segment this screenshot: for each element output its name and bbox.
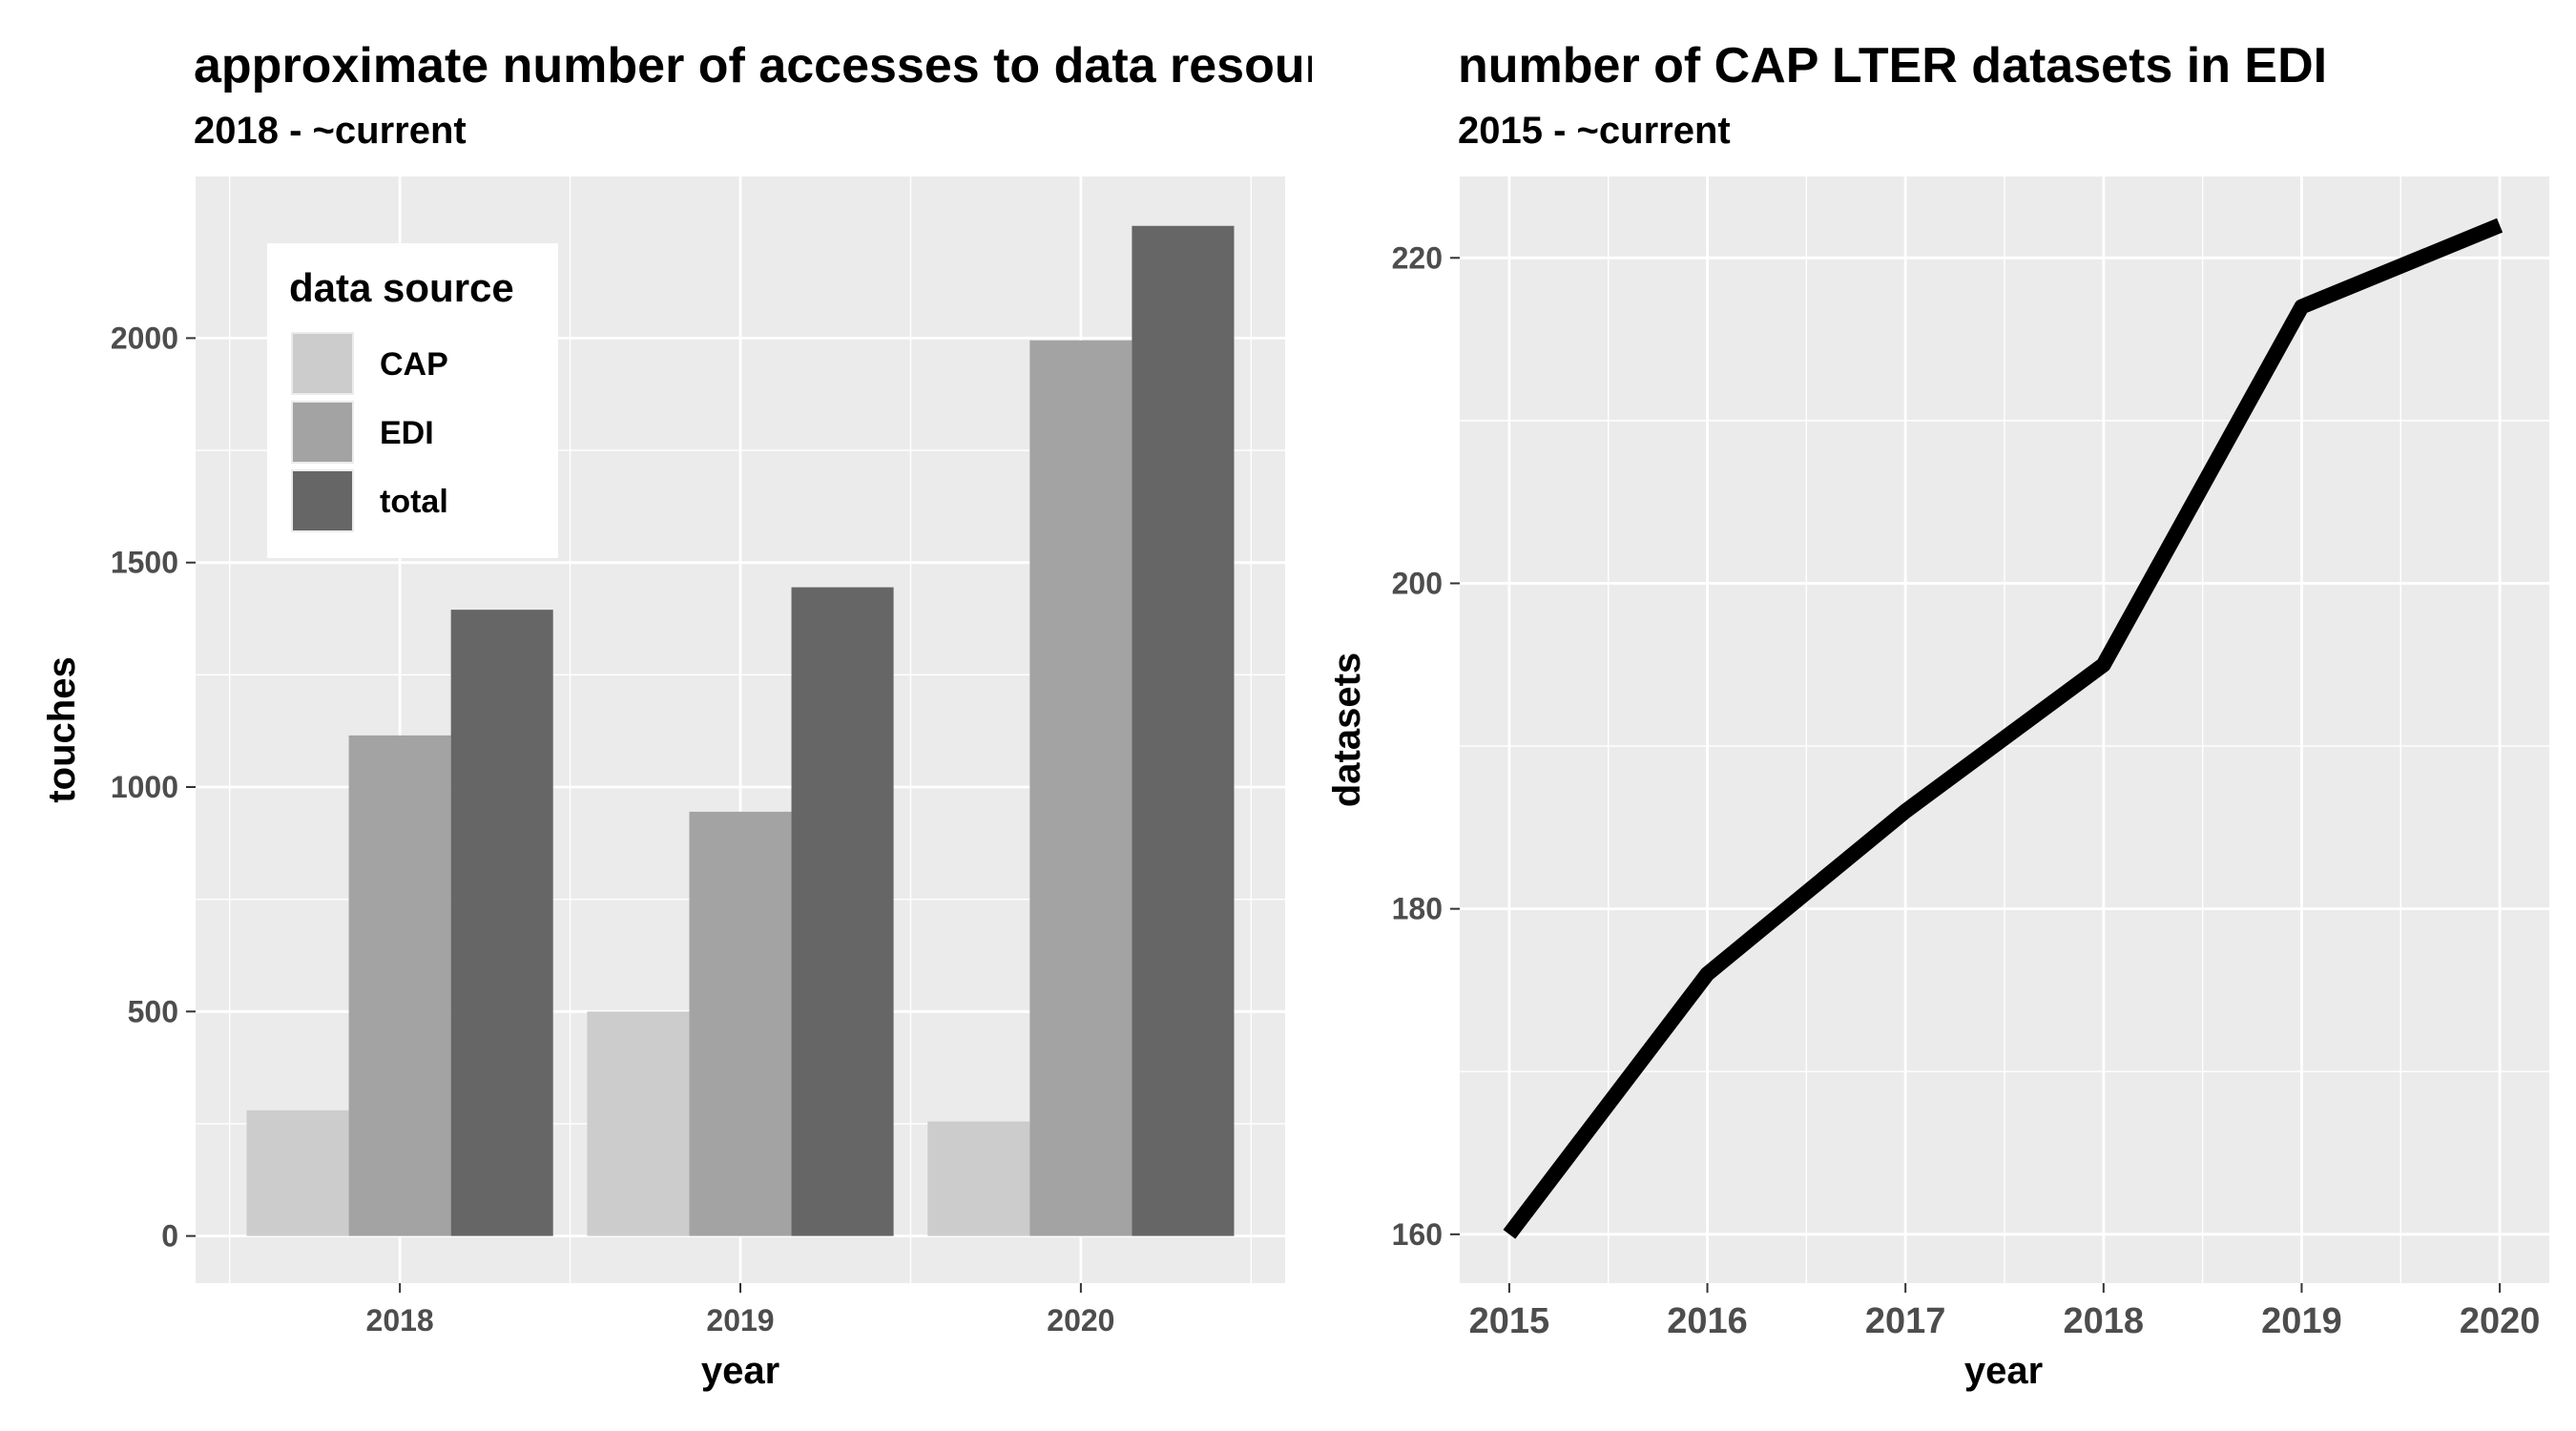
legend-label-total: total	[380, 484, 448, 520]
legend-swatch-CAP	[293, 334, 352, 393]
line-x-axis-label: year	[1964, 1350, 2043, 1392]
line-series-0	[1503, 218, 2503, 1239]
bar-x-tick-label: 2020	[1047, 1303, 1114, 1338]
bar-EDI-2020	[1029, 340, 1132, 1236]
bar-x-tick-label: 2018	[366, 1303, 434, 1338]
line-x-tick-label: 2020	[2460, 1301, 2541, 1341]
bar-CAP-2019	[587, 1011, 690, 1236]
line-chart-title: number of CAP LTER datasets in EDI	[1458, 38, 2327, 93]
bar-y-tick-label: 2000	[111, 321, 178, 355]
bar-x-axis: 2018 2019 2020	[366, 1283, 1114, 1338]
legend-title: data source	[289, 265, 514, 310]
line-y-axis: 160 180 200 220	[1392, 240, 1460, 1252]
bar-y-tick-label: 0	[161, 1219, 178, 1254]
line-chart-subtitle: 2015 - ~current	[1458, 110, 1731, 152]
bar-y-tick-label: 1500	[111, 546, 178, 580]
line-x-tick-label: 2019	[2261, 1301, 2342, 1341]
line-x-tick-label: 2016	[1667, 1301, 1748, 1341]
legend-swatch-total	[293, 471, 352, 530]
line-y-axis-label: datasets	[1326, 653, 1368, 807]
line-x-tick-label: 2017	[1865, 1301, 1946, 1341]
bar-x-axis-label: year	[701, 1350, 779, 1392]
bar-total-2018	[450, 610, 553, 1236]
bar-CAP-2018	[246, 1110, 349, 1236]
line-x-tick-label: 2015	[1469, 1301, 1550, 1341]
bar-EDI-2018	[348, 735, 451, 1236]
legend-items: CAP EDI total	[291, 332, 448, 532]
bar-x-tick-label: 2019	[706, 1303, 774, 1338]
bar-y-axis-label: touches	[41, 656, 83, 802]
bar-EDI-2019	[689, 811, 792, 1236]
line-y-tick-label: 200	[1392, 566, 1443, 600]
line-y-tick-label: 160	[1392, 1217, 1443, 1252]
line-x-axis: 2015 2016 2017 2018 2019 2020	[1469, 1283, 2541, 1341]
legend: data source CAP EDI total	[267, 243, 558, 558]
bar-y-axis: 0 500 1000 1500 2000	[111, 321, 196, 1254]
line-gridlines	[1460, 176, 2549, 1283]
bar-y-tick-label: 500	[128, 994, 178, 1028]
bar-chart-subtitle: 2018 - ~current	[194, 110, 467, 152]
line-chart-panel: number of CAP LTER datasets in EDI 2015 …	[1326, 38, 2549, 1392]
bar-chart-panel: approximate number of accesses to data r…	[41, 38, 1407, 1392]
line-y-tick-label: 180	[1392, 892, 1443, 926]
bar-chart-title: approximate number of accesses to data r…	[194, 38, 1407, 93]
bar-marks	[246, 225, 1235, 1236]
bar-y-tick-label: 1000	[111, 770, 178, 804]
legend-label-CAP: CAP	[380, 346, 448, 383]
bar-total-2019	[791, 587, 894, 1236]
line-marks	[1503, 218, 2503, 1239]
line-y-tick-label: 220	[1392, 240, 1443, 275]
legend-swatch-EDI	[293, 403, 352, 462]
legend-label-EDI: EDI	[380, 415, 434, 451]
line-x-tick-label: 2018	[2064, 1301, 2145, 1341]
bar-CAP-2020	[927, 1121, 1030, 1236]
bar-total-2020	[1132, 225, 1235, 1236]
